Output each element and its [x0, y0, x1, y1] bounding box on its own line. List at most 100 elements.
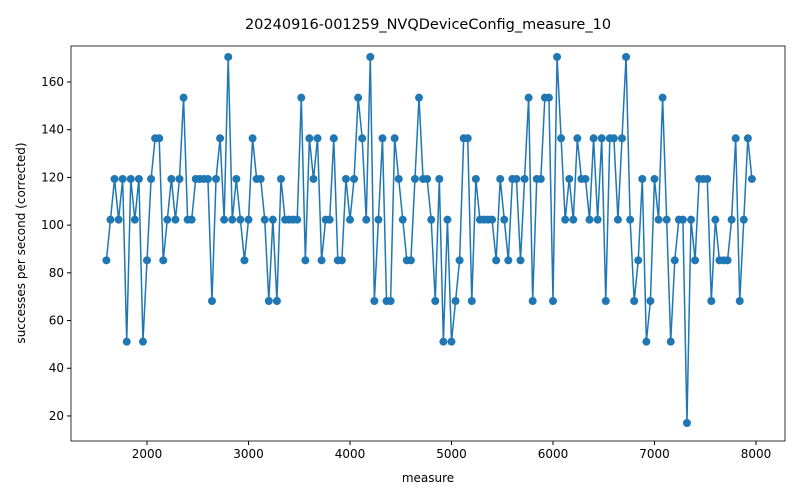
x-tick-label: 6000: [538, 447, 569, 461]
data-point: [711, 215, 720, 224]
data-point: [622, 52, 631, 61]
data-point: [313, 134, 322, 143]
data-point: [561, 215, 570, 224]
chart-title: 20240916-001259_NVQDeviceConfig_measure_…: [245, 17, 611, 33]
data-point: [492, 256, 501, 265]
y-tick-label: 140: [41, 123, 64, 137]
data-point: [386, 296, 395, 305]
data-point: [114, 215, 123, 224]
data-point: [102, 256, 111, 265]
data-point: [435, 174, 444, 183]
data-point: [524, 93, 533, 102]
data-point: [354, 93, 363, 102]
data-point: [581, 174, 590, 183]
data-point: [415, 93, 424, 102]
data-point: [110, 174, 119, 183]
data-point: [293, 215, 302, 224]
data-point: [248, 134, 257, 143]
data-point: [187, 215, 196, 224]
data-point: [301, 256, 310, 265]
data-point: [337, 256, 346, 265]
data-point: [126, 174, 135, 183]
data-point: [134, 174, 143, 183]
data-point: [666, 337, 675, 346]
data-point: [747, 174, 756, 183]
data-point: [589, 134, 598, 143]
data-point: [516, 256, 525, 265]
data-point: [179, 93, 188, 102]
data-point: [163, 215, 172, 224]
data-point: [317, 256, 326, 265]
data-point: [155, 134, 164, 143]
data-point: [398, 215, 407, 224]
data-point: [512, 174, 521, 183]
data-point: [658, 93, 667, 102]
data-point: [528, 296, 537, 305]
data-point: [143, 256, 152, 265]
data-point: [735, 296, 744, 305]
data-point: [536, 174, 545, 183]
data-point: [597, 134, 606, 143]
data-point: [544, 93, 553, 102]
data-point: [106, 215, 115, 224]
data-point: [167, 174, 176, 183]
data-point: [212, 174, 221, 183]
data-point: [593, 215, 602, 224]
data-point: [138, 337, 147, 346]
data-point: [130, 215, 139, 224]
data-point: [634, 256, 643, 265]
data-point: [232, 174, 241, 183]
y-tick-label: 60: [49, 314, 64, 328]
data-point: [682, 418, 691, 427]
data-point: [366, 52, 375, 61]
data-point: [216, 134, 225, 143]
data-point: [268, 215, 277, 224]
series-line: [105, 56, 753, 424]
y-tick-label: 120: [41, 170, 64, 184]
data-point: [159, 256, 168, 265]
data-point: [618, 134, 627, 143]
data-point: [264, 296, 273, 305]
data-point: [329, 134, 338, 143]
data-point: [731, 134, 740, 143]
data-point: [147, 174, 156, 183]
data-point: [650, 174, 659, 183]
y-tick-label: 160: [41, 75, 64, 89]
data-point: [488, 215, 497, 224]
data-point: [743, 134, 752, 143]
data-point: [309, 174, 318, 183]
data-point: [687, 215, 696, 224]
data-point: [447, 337, 456, 346]
data-point: [463, 134, 472, 143]
data-point: [244, 215, 253, 224]
data-point: [670, 256, 679, 265]
data-point: [569, 215, 578, 224]
data-point: [565, 174, 574, 183]
data-point: [362, 215, 371, 224]
x-tick-label: 7000: [639, 447, 670, 461]
data-point: [601, 296, 610, 305]
y-tick-label: 20: [49, 409, 64, 423]
data-point: [220, 215, 229, 224]
data-point: [350, 174, 359, 183]
data-point: [439, 337, 448, 346]
data-point: [431, 296, 440, 305]
data-point: [727, 215, 736, 224]
data-point: [585, 215, 594, 224]
data-point: [325, 215, 334, 224]
data-point: [678, 215, 687, 224]
data-point: [346, 215, 355, 224]
data-point: [662, 215, 671, 224]
data-point: [410, 174, 419, 183]
data-point: [256, 174, 265, 183]
x-axis-label: measure: [402, 471, 454, 485]
data-point: [207, 296, 216, 305]
data-point: [378, 134, 387, 143]
data-point: [723, 256, 732, 265]
data-point: [171, 215, 180, 224]
y-tick-label: 100: [41, 218, 64, 232]
data-point: [374, 215, 383, 224]
y-tick-label: 80: [49, 266, 64, 280]
data-point: [553, 52, 562, 61]
